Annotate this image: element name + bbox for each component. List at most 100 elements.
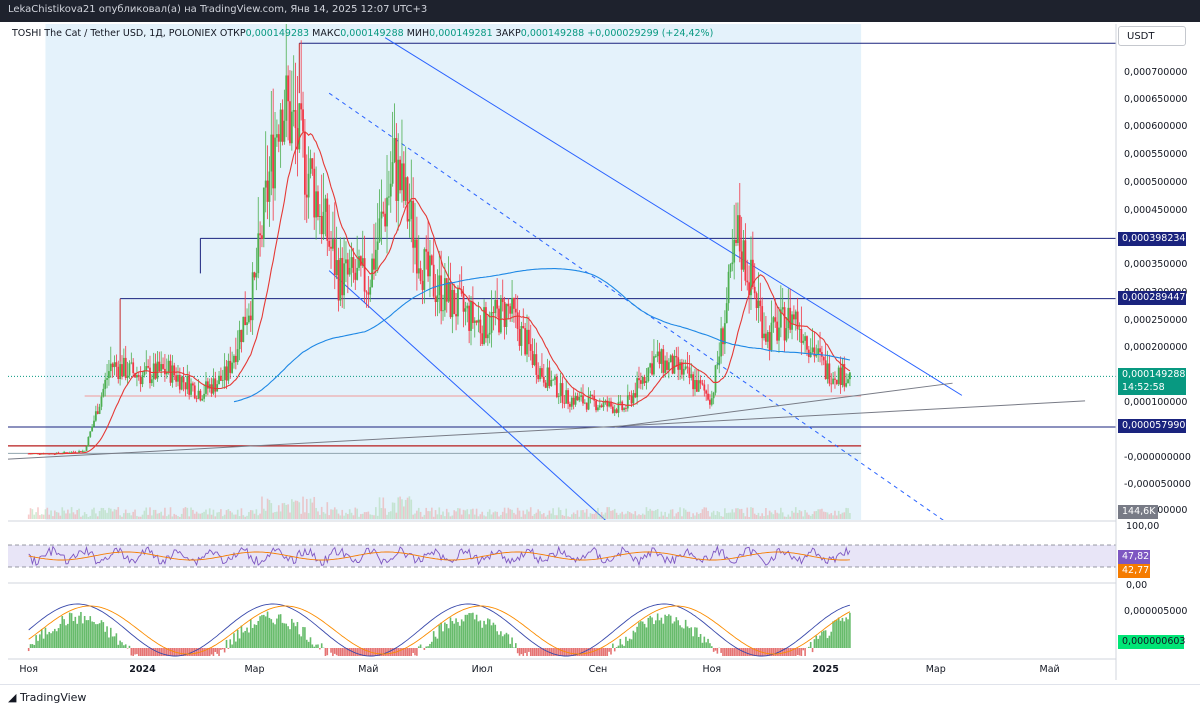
osc-histogram-bar (304, 627, 306, 648)
osc-histogram-bar (209, 648, 211, 656)
osc-histogram-bar (620, 639, 622, 648)
osc-histogram-bar (142, 648, 144, 656)
volume-bar (127, 513, 129, 519)
volume-bar (758, 513, 760, 519)
volume-bar (521, 517, 523, 519)
osc-tick-label: 0,000005000 (1124, 606, 1187, 617)
candle-body (451, 290, 453, 317)
candle-body (830, 384, 832, 385)
volume-bar (192, 510, 194, 519)
candle-body (444, 278, 446, 310)
candle-body (214, 378, 216, 391)
volume-bar (586, 509, 588, 519)
candle-body (739, 215, 741, 251)
volume-bar (709, 516, 711, 519)
candle-body (478, 320, 480, 323)
osc-histogram-bar (767, 648, 769, 656)
volume-bar (114, 509, 116, 519)
osc-histogram-bar (825, 630, 827, 648)
osc-histogram-bar (235, 642, 237, 648)
candle-body (259, 233, 261, 235)
osc-histogram-bar (838, 618, 840, 648)
osc-histogram-bar (685, 620, 687, 648)
osc-histogram-bar (116, 633, 118, 648)
volume-bar (129, 513, 131, 519)
osc-histogram-bar (194, 648, 196, 656)
candle-body (715, 365, 717, 392)
candle-body (101, 397, 103, 407)
candle-body (319, 216, 321, 217)
candle-body (603, 402, 605, 407)
osc-histogram-bar (849, 613, 851, 648)
candle-body (765, 334, 767, 342)
osc-histogram-bar (73, 621, 75, 648)
price-tick-label: -0,000000000 (1124, 452, 1191, 463)
osc-histogram-bar (705, 642, 707, 648)
candle-body (440, 275, 442, 311)
volume-bar (117, 507, 119, 519)
volume-bar (722, 517, 724, 519)
volume-bar (599, 515, 601, 519)
osc-histogram-bar (54, 629, 56, 648)
volume-bar (213, 510, 215, 519)
osc-histogram-bar (427, 646, 429, 648)
osc-histogram-bar (834, 620, 836, 648)
osc-histogram-bar (375, 648, 377, 656)
volume-bar (493, 512, 495, 519)
osc-histogram-bar (621, 644, 623, 648)
candle-body (330, 247, 332, 249)
osc-histogram-bar (399, 648, 401, 656)
candle-body (601, 405, 603, 407)
volume-bar (483, 515, 485, 519)
osc-histogram-bar (717, 648, 719, 654)
volume-bar (181, 514, 183, 519)
candle-body (334, 239, 336, 275)
osc-histogram-bar (819, 636, 821, 648)
candle-body (308, 174, 310, 198)
currency-unit-button[interactable]: USDT (1118, 26, 1186, 46)
volume-bar (54, 511, 56, 519)
candle-body (353, 257, 355, 273)
volume-bar (588, 517, 590, 519)
osc-histogram-bar (606, 648, 608, 656)
osc-histogram-bar (80, 612, 82, 648)
level-badge-3: 0,000057990 (1118, 419, 1186, 433)
volume-bar (427, 511, 429, 519)
rsi-tick-label: 100,00 (1126, 521, 1159, 532)
candle-body (759, 301, 761, 307)
candle-body (153, 364, 155, 380)
candle-body (218, 376, 220, 384)
osc-histogram-bar (797, 648, 799, 655)
volume-bar (39, 515, 41, 519)
volume-bar (558, 507, 560, 519)
volume-bar (308, 513, 310, 519)
candle-body (836, 380, 838, 384)
osc-histogram-bar (840, 621, 842, 648)
volume-bar (674, 516, 676, 519)
volume-bar (517, 508, 519, 519)
close-value: 0,000149288 (521, 28, 584, 39)
osc-histogram-bar (500, 631, 502, 648)
candle-body (425, 249, 427, 251)
osc-histogram-bar (601, 648, 603, 656)
osc-histogram-bar (694, 627, 696, 648)
osc-histogram-bar (640, 621, 642, 648)
osc-histogram-bar (801, 648, 803, 656)
candle-body (707, 394, 709, 400)
candle-body (466, 306, 468, 309)
volume-bar (330, 509, 332, 519)
osc-histogram-bar (216, 648, 218, 654)
volume-bar (592, 514, 594, 519)
volume-bar (403, 506, 405, 519)
candle-body (102, 389, 104, 397)
candle-body (825, 360, 827, 379)
tradingview-logo[interactable]: ◢ TradingView (8, 691, 86, 704)
osc-histogram-bar (623, 646, 625, 648)
candle-body (496, 300, 498, 309)
osc-histogram-bar (536, 648, 538, 656)
osc-histogram-bar (562, 648, 564, 656)
volume-bar (209, 508, 211, 519)
osc-histogram-bar (149, 648, 151, 656)
candle-body (171, 365, 173, 382)
